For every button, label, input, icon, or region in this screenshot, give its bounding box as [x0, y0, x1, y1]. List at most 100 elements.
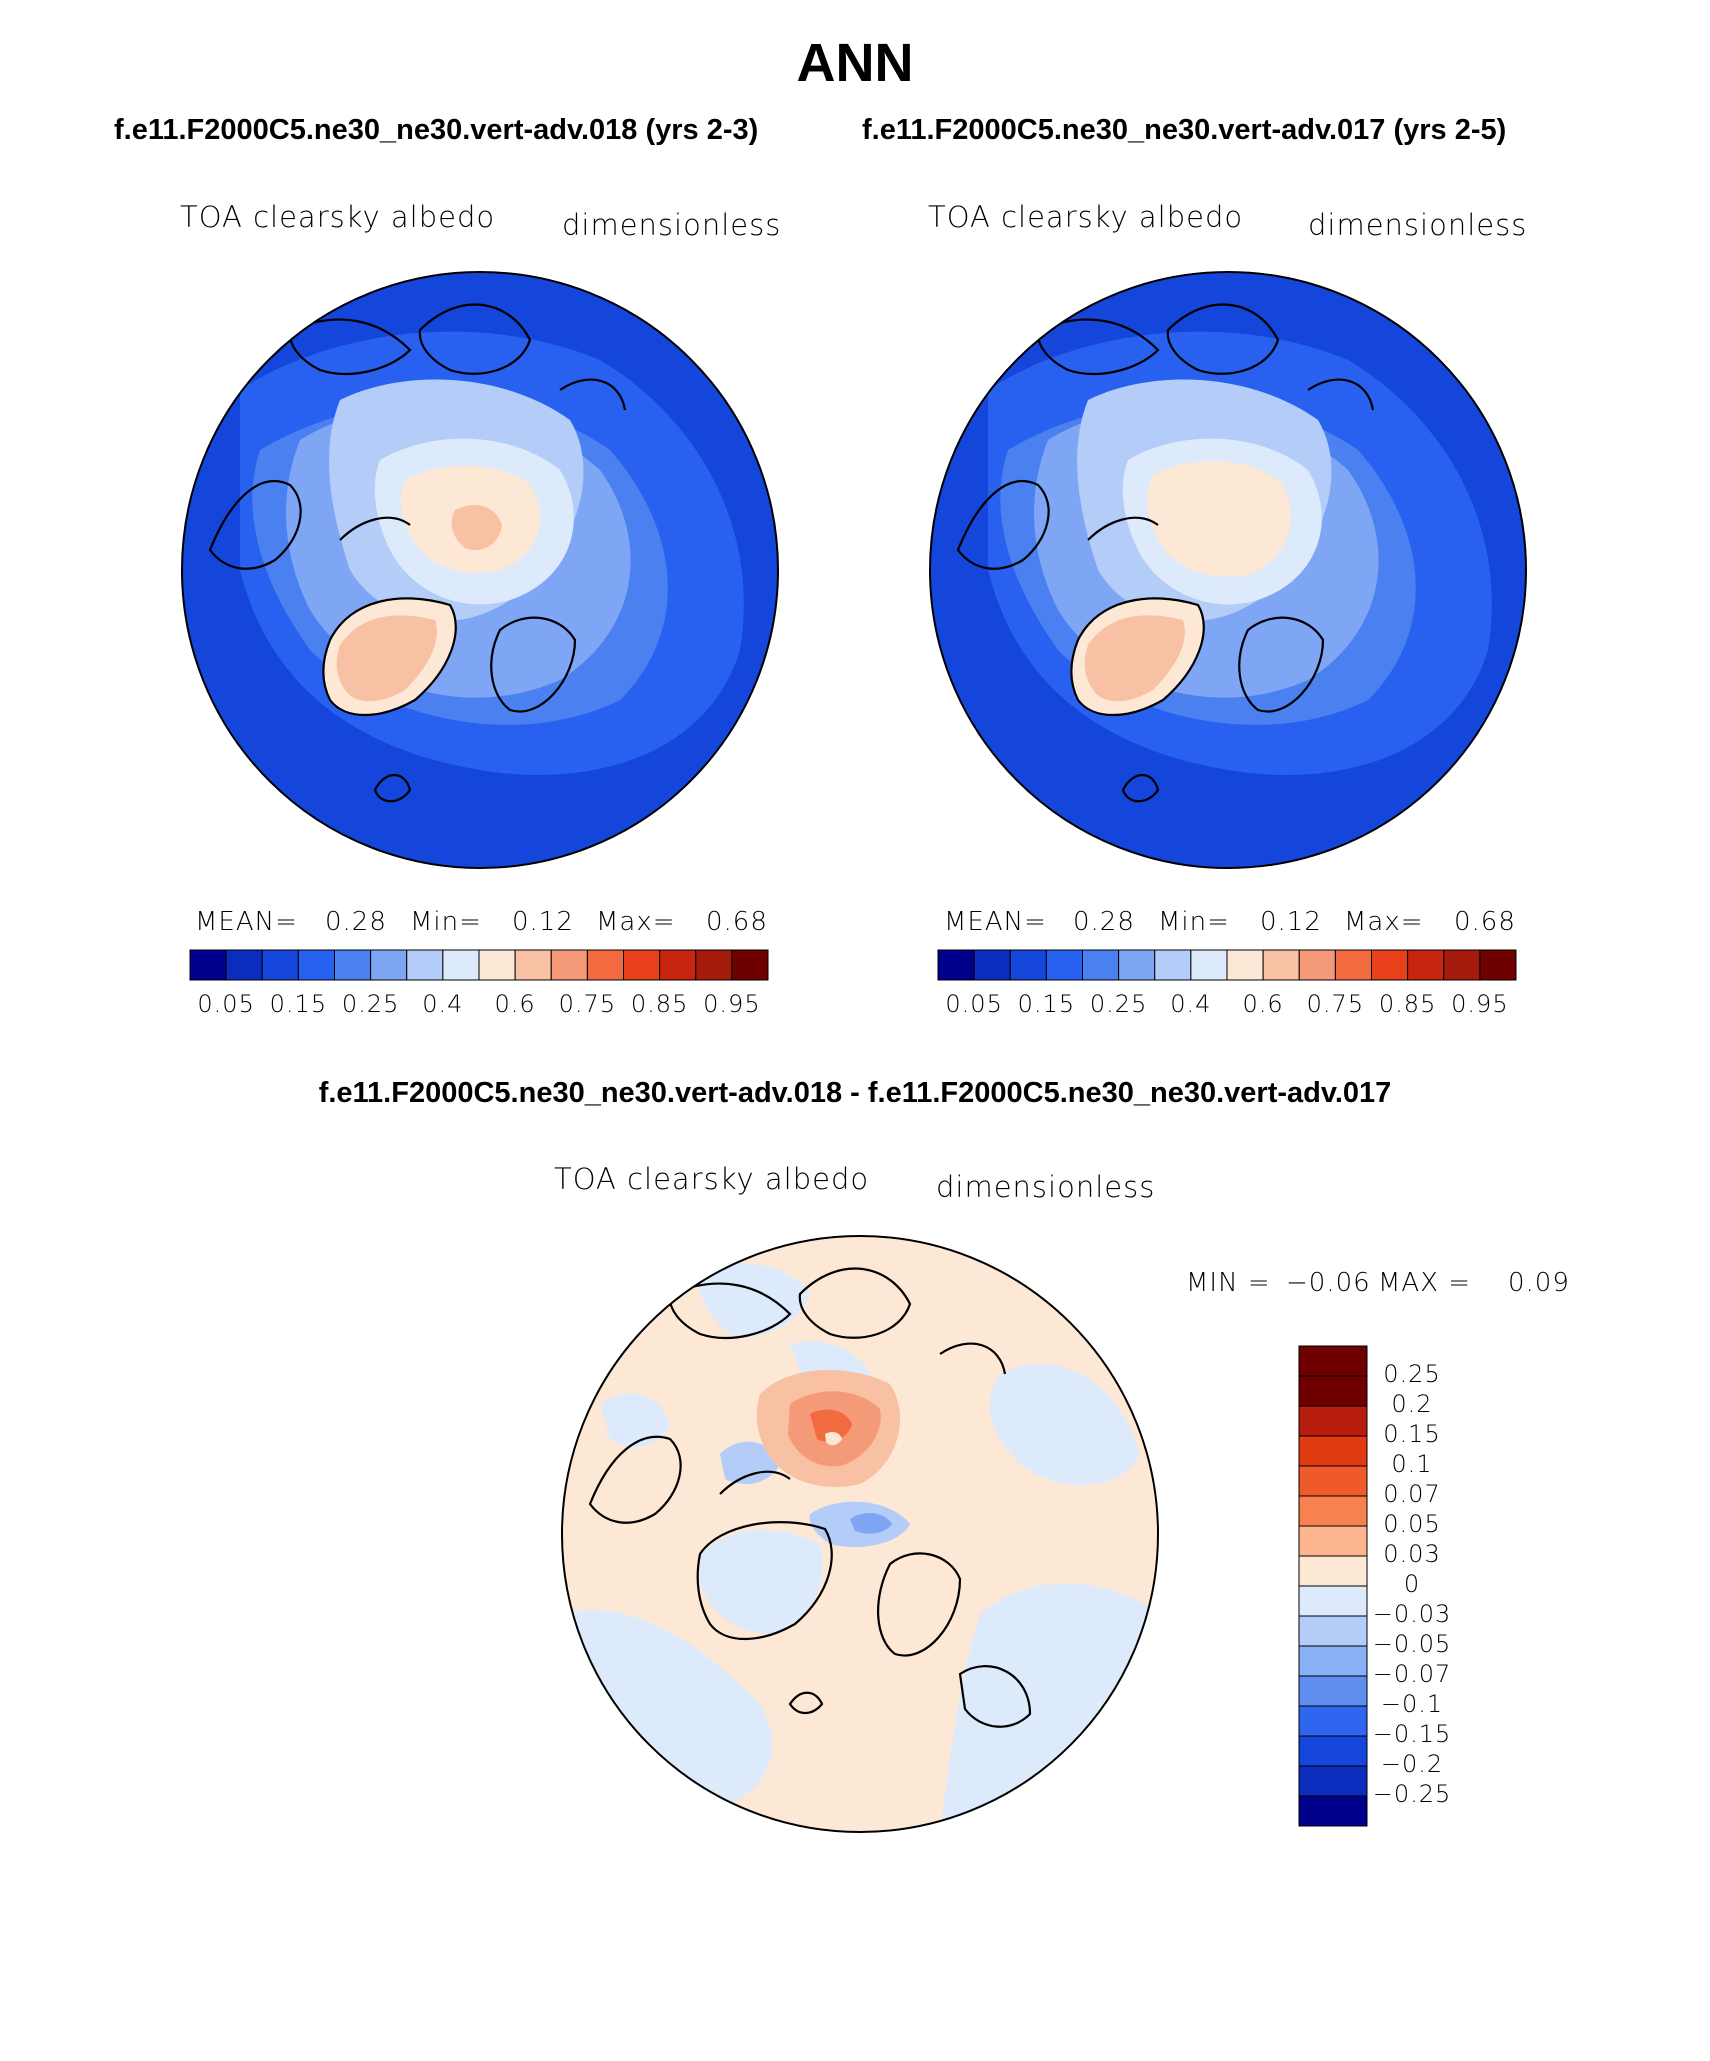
colorbar-swatch — [1298, 1525, 1368, 1557]
diff-max-label: MAX = — [1378, 1268, 1472, 1298]
colorbar-tick-label: 0.6 — [1242, 990, 1284, 1018]
colorbar-tick-label: 0.4 — [1170, 990, 1212, 1018]
colorbar-tick-label: −0.2 — [1380, 1750, 1444, 1778]
colorbar-tick-label: 0.15 — [1017, 990, 1076, 1018]
difference-title: f.e11.F2000C5.ne30_ne30.vert-adv.018 - f… — [318, 1077, 1392, 1109]
colorbar-tick-label: −0.05 — [1372, 1630, 1452, 1658]
colorbar-swatch — [586, 949, 624, 981]
polar-map-left — [181, 271, 779, 869]
mean-value-right: 0.28 — [1073, 907, 1135, 937]
min-value-left: 0.12 — [512, 907, 574, 937]
colorbar-tick-label: 0 — [1403, 1570, 1421, 1598]
units-label-right: dimensionless — [1308, 208, 1528, 242]
colorbar-swatch — [1298, 1345, 1368, 1377]
colorbar-tick-label: 0.05 — [1383, 1510, 1441, 1538]
colorbar-swatch — [1226, 949, 1264, 981]
polar-map-difference — [561, 1235, 1159, 1833]
polar-map-right — [929, 271, 1527, 869]
colorbar-tick-label: −0.1 — [1380, 1690, 1444, 1718]
colorbar-swatch — [1298, 949, 1336, 981]
colorbar-swatch — [1298, 1495, 1368, 1527]
colorbar-swatch — [1298, 1705, 1368, 1737]
colorbar-swatch — [1298, 1675, 1368, 1707]
colorbar-right — [937, 949, 1517, 981]
colorbar-swatch — [1298, 1795, 1368, 1827]
colorbar-tick-label: 0.1 — [1391, 1450, 1433, 1478]
colorbar-swatch — [1298, 1375, 1368, 1407]
min-label-right: Min= — [1158, 907, 1230, 937]
colorbar-swatch — [370, 949, 408, 981]
colorbar-tick-label: −0.07 — [1372, 1660, 1452, 1688]
colorbar-tick-label: 0.05 — [197, 990, 255, 1018]
variable-label-diff: TOA clearsky albedo — [554, 1162, 870, 1196]
colorbar-tick-label: 0.75 — [1306, 990, 1365, 1018]
colorbar-tick-label: −0.15 — [1372, 1720, 1452, 1748]
colorbar-tick-label: 0.2 — [1391, 1390, 1433, 1418]
colorbar-tick-label: 0.15 — [1383, 1420, 1441, 1448]
colorbar-tick-label: −0.25 — [1372, 1780, 1452, 1808]
diff-max-value: 0.09 — [1508, 1268, 1570, 1298]
min-label-left: Min= — [410, 907, 482, 937]
colorbar-tick-label: 0.75 — [558, 990, 617, 1018]
colorbar-swatch — [1443, 949, 1481, 981]
colorbar-swatch — [1407, 949, 1445, 981]
diff-min-value: −0.06 — [1286, 1268, 1371, 1298]
colorbar-difference — [1298, 1345, 1368, 1827]
colorbar-tick-label: 0.15 — [269, 990, 328, 1018]
colorbar-swatch — [1262, 949, 1300, 981]
colorbar-tick-label: 0.6 — [494, 990, 536, 1018]
colorbar-swatch — [623, 949, 661, 981]
colorbar-swatch — [442, 949, 480, 981]
colorbar-swatch — [973, 949, 1011, 981]
diff-min-label: MIN = — [1186, 1268, 1271, 1298]
colorbar-tick-label: 0.25 — [341, 990, 400, 1018]
colorbar-tick-label: 0.85 — [630, 990, 689, 1018]
units-label-left: dimensionless — [562, 208, 782, 242]
colorbar-tick-label: 0.03 — [1383, 1540, 1441, 1568]
variable-label-right: TOA clearsky albedo — [928, 200, 1244, 234]
colorbar-tick-label: 0.25 — [1089, 990, 1148, 1018]
colorbar-swatch — [334, 949, 372, 981]
colorbar-tick-label: 0.05 — [945, 990, 1003, 1018]
colorbar-swatch — [1298, 1555, 1368, 1587]
colorbar-tick-label: 0.07 — [1383, 1480, 1441, 1508]
colorbar-swatch — [225, 949, 263, 981]
colorbar-swatch — [1154, 949, 1192, 981]
colorbar-tick-label: 0.4 — [422, 990, 464, 1018]
colorbar-swatch — [1298, 1615, 1368, 1647]
colorbar-swatch — [731, 949, 769, 981]
colorbar-swatch — [937, 949, 975, 981]
colorbar-swatch — [1298, 1765, 1368, 1797]
mean-label-right: MEAN= — [944, 907, 1047, 937]
colorbar-swatch — [1298, 1585, 1368, 1617]
colorbar-swatch — [1298, 1435, 1368, 1467]
colorbar-swatch — [478, 949, 516, 981]
colorbar-tick-label: 0.95 — [703, 990, 761, 1018]
case-title-right: f.e11.F2000C5.ne30_ne30.vert-adv.017 (yr… — [862, 114, 1507, 146]
colorbar-swatch — [1298, 1465, 1368, 1497]
colorbar-tick-label: −0.03 — [1372, 1600, 1452, 1628]
colorbar-swatch — [1118, 949, 1156, 981]
colorbar-swatch — [1479, 949, 1517, 981]
colorbar-tick-label: 0.85 — [1378, 990, 1437, 1018]
colorbar-swatch — [1298, 1735, 1368, 1767]
variable-label-left: TOA clearsky albedo — [180, 200, 496, 234]
colorbar-tick-label: 0.95 — [1451, 990, 1509, 1018]
colorbar-swatch — [1009, 949, 1047, 981]
colorbar-swatch — [1045, 949, 1083, 981]
colorbar-tick-label: 0.25 — [1383, 1360, 1441, 1388]
units-label-diff: dimensionless — [936, 1170, 1156, 1204]
colorbar-swatch — [659, 949, 697, 981]
mean-label-left: MEAN= — [195, 907, 298, 937]
colorbar-swatch — [1334, 949, 1372, 981]
colorbar-swatch — [514, 949, 552, 981]
colorbar-swatch — [261, 949, 299, 981]
colorbar-swatch — [406, 949, 444, 981]
colorbar-swatch — [1371, 949, 1409, 981]
colorbar-left — [189, 949, 769, 981]
colorbar-swatch — [1298, 1405, 1368, 1437]
colorbar-swatch — [189, 949, 227, 981]
max-value-left: 0.68 — [706, 907, 768, 937]
min-value-right: 0.12 — [1260, 907, 1322, 937]
mean-value-left: 0.28 — [325, 907, 387, 937]
